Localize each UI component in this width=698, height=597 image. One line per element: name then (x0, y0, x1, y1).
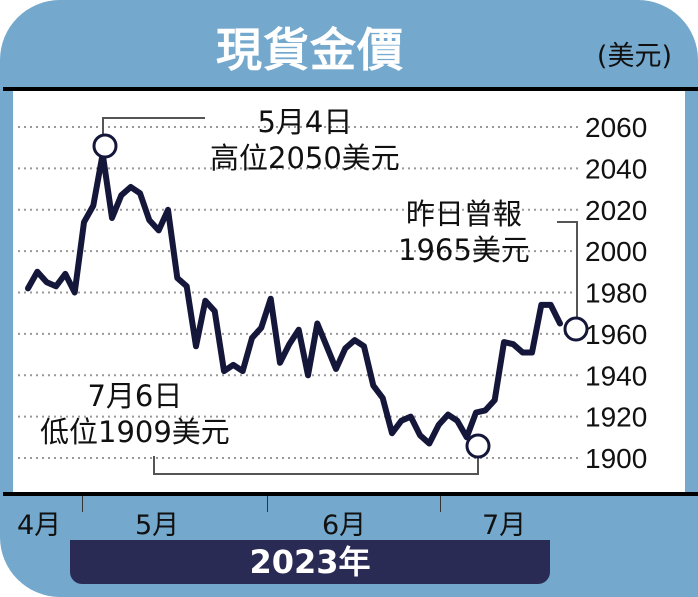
latest-annotation: 昨日曾報 1965美元 (398, 196, 530, 268)
high-marker (92, 133, 118, 159)
latest-leader-line (557, 221, 578, 318)
month-label-apr: 4月 (17, 510, 62, 541)
svg-text:2040: 2040 (585, 153, 647, 184)
low-leader-line (153, 456, 479, 475)
unit-label: (美元) (596, 41, 672, 72)
svg-text:2020: 2020 (585, 195, 647, 226)
high-date: 5月4日 (257, 105, 353, 139)
price-line (25, 150, 563, 447)
bottom-rule (3, 492, 698, 496)
high-value: 高位2050美元 (210, 141, 400, 175)
svg-text:1940: 1940 (585, 360, 647, 391)
low-value: 低位1909美元 (40, 415, 230, 449)
low-date: 7月6日 (87, 379, 183, 413)
svg-text:1980: 1980 (585, 278, 647, 309)
latest-label: 昨日曾報 (405, 197, 522, 231)
month-tick (82, 496, 83, 512)
high-annotation: 5月4日 高位2050美元 (210, 104, 400, 176)
chart-title: 現貨金價 (216, 23, 404, 77)
month-label-may: 5月 (135, 510, 180, 541)
latest-marker (563, 316, 589, 342)
month-tick (440, 496, 441, 512)
top-rule (3, 87, 698, 91)
month-tick (267, 496, 268, 512)
svg-text:2000: 2000 (585, 236, 647, 267)
svg-text:1960: 1960 (585, 319, 647, 350)
svg-text:1900: 1900 (585, 443, 647, 474)
svg-text:2060: 2060 (585, 112, 647, 143)
low-annotation: 7月6日 低位1909美元 (40, 378, 230, 450)
latest-value: 1965美元 (398, 233, 530, 267)
high-leader-line (102, 117, 205, 142)
low-marker (465, 433, 491, 459)
month-label-jun: 6月 (322, 510, 367, 541)
month-label-jul: 7月 (482, 510, 527, 541)
svg-text:1920: 1920 (585, 402, 647, 433)
year-banner: 2023年 (70, 540, 550, 584)
